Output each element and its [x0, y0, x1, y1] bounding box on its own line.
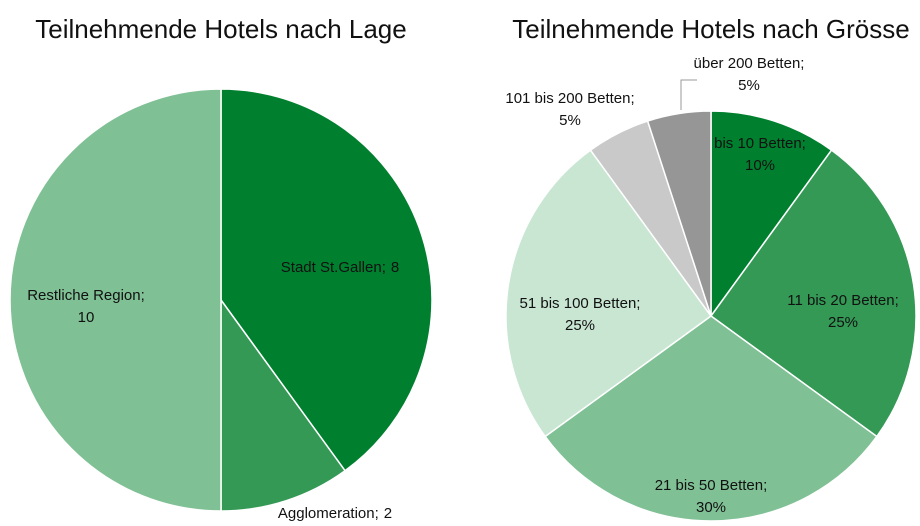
label-category: 21 bis 50 Betten; — [655, 477, 768, 494]
data-label: 21 bis 50 Betten; 30% — [655, 477, 768, 516]
leader-line — [680, 79, 697, 110]
data-label: 11 bis 20 Betten; 25% — [787, 292, 898, 331]
label-category: Agglomeration; — [278, 505, 379, 522]
data-label: 51 bis 100 Betten; 25% — [520, 295, 641, 334]
label-category: 51 bis 100 Betten; — [520, 295, 641, 312]
data-label: über 200 Betten; 5% — [694, 55, 805, 94]
label-value: 2 — [384, 505, 392, 522]
pie-slice — [505, 149, 713, 438]
label-value: 30% — [696, 499, 726, 516]
label-value: 10 — [78, 309, 95, 326]
label-value: 25% — [565, 317, 595, 334]
pie-slice — [709, 149, 917, 438]
data-label: Stadt St.Gallen; 8 — [281, 259, 399, 276]
label-value: 8 — [391, 259, 399, 276]
pie-slice — [710, 110, 833, 319]
label-value: 5% — [559, 112, 581, 129]
chart-title: Teilnehmende Hotels nach Grösse — [512, 14, 909, 44]
pie-slice — [646, 110, 712, 317]
label-category: Stadt St.Gallen; — [281, 259, 386, 276]
data-label: 101 bis 200 Betten; 5% — [505, 90, 634, 129]
label-value: 25% — [828, 314, 858, 331]
data-label: bis 10 Betten; 10% — [714, 135, 806, 174]
pie-slice — [544, 315, 878, 522]
label-category: 11 bis 20 Betten; — [787, 292, 898, 309]
pie-slice — [220, 297, 347, 512]
label-category: über 200 Betten; — [694, 55, 805, 72]
data-label: Agglomeration; 2 — [278, 505, 392, 522]
label-category: Restliche Region; — [27, 287, 145, 304]
pie-slice — [9, 88, 222, 512]
data-label: Restliche Region; 10 — [27, 287, 145, 326]
label-category: 101 bis 200 Betten; — [505, 90, 634, 107]
chart-title: Teilnehmende Hotels nach Lage — [35, 14, 406, 44]
label-category: bis 10 Betten; — [714, 135, 806, 152]
pie-slice — [220, 88, 433, 472]
label-value: 5% — [738, 77, 760, 94]
label-value: 10% — [745, 157, 775, 174]
